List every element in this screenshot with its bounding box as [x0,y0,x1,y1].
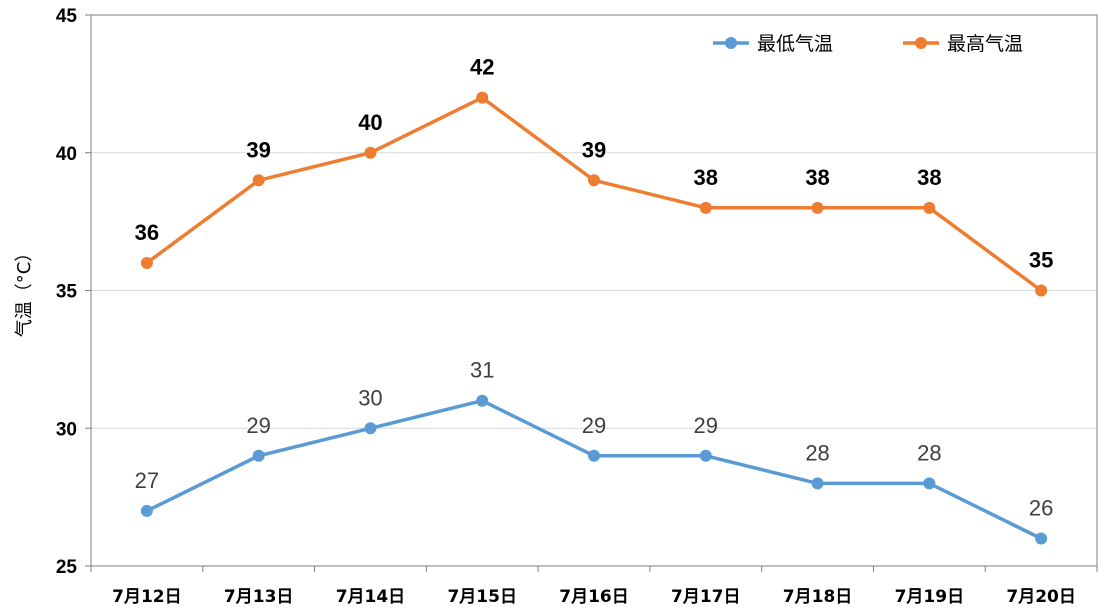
data-point [923,201,936,214]
data-point [588,449,600,462]
data-label: 31 [470,358,494,383]
data-label: 28 [805,440,829,465]
y-tick-label: 45 [56,6,78,27]
data-point [588,174,600,187]
legend: 最低气温 最高气温 [713,33,1023,55]
data-point [476,91,489,104]
data-point [140,504,153,517]
x-tick-label: 7月13日 [224,587,294,607]
data-point [811,477,824,490]
series-line [145,95,1043,292]
data-label: 42 [470,55,494,80]
data-label: 38 [917,165,941,190]
data-label: 29 [694,413,718,438]
data-point [699,201,712,214]
gridlines [91,152,1097,429]
data-point [252,449,265,462]
data-point [364,146,377,159]
data-point [1035,284,1048,297]
y-tick-label: 30 [56,419,77,440]
data-label: 38 [694,165,718,190]
y-axis-label: 气温（°C） [14,244,35,338]
x-tick-label: 7月20日 [1006,587,1076,607]
data-label: 36 [135,220,159,245]
x-tick-label: 7月12日 [112,587,182,607]
data-label: 29 [246,413,270,438]
data-label: 29 [582,413,606,438]
data-label: 28 [917,440,941,465]
x-tick-label: 7月18日 [783,587,853,607]
data-label: 35 [1029,248,1053,273]
data-point [1035,532,1048,545]
legend-marker [725,37,737,49]
x-tick-label: 7月14日 [336,587,406,607]
y-tick-label: 25 [56,557,78,578]
data-label: 40 [358,110,382,135]
data-labels: 27 29 30 31 29 29 28 28 26 36 39 40 42 39 38 38 38 35 [135,55,1054,521]
data-point [252,174,265,187]
x-tick-label: 7月16日 [559,587,629,607]
data-label: 30 [358,385,382,410]
data-point [699,449,712,462]
x-tick-label: 7月17日 [671,587,741,607]
axes: 25 30 35 40 45 7月12日 7月13日 7月14日 7月15日 7月16日 7月17日… [56,6,1098,607]
data-point [140,256,153,269]
data-point [923,477,936,490]
data-point [364,422,377,435]
data-label: 38 [805,165,829,190]
data-point [476,394,489,407]
data-label: 39 [582,137,606,162]
data-point [811,201,824,214]
x-tick-label: 7月19日 [895,587,965,607]
series-lines [140,91,1048,545]
data-label: 26 [1029,495,1053,520]
y-tick-label: 35 [56,282,78,303]
x-tick-label: 7月15日 [447,587,517,607]
legend-marker [915,37,927,49]
y-tick-label: 40 [56,144,77,165]
legend-label: 最低气温 [757,33,833,55]
data-label: 27 [135,468,159,493]
data-label: 39 [246,137,270,162]
legend-label: 最高气温 [947,33,1023,55]
